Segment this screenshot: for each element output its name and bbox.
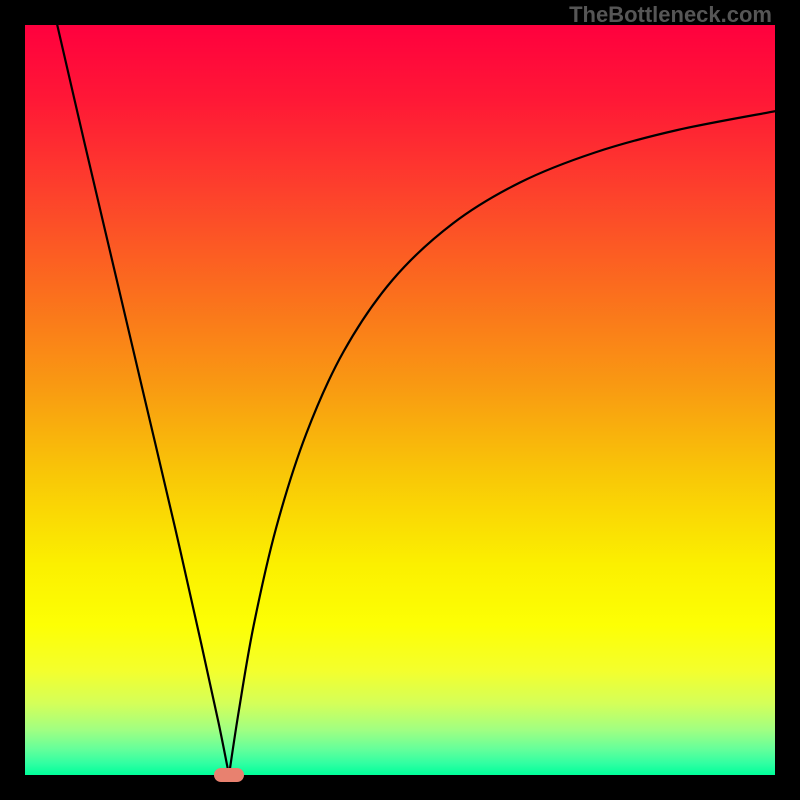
chart-container: TheBottleneck.com xyxy=(0,0,800,800)
bottleneck-curve xyxy=(25,25,775,775)
min-marker xyxy=(214,768,244,782)
plot-area xyxy=(25,25,775,775)
